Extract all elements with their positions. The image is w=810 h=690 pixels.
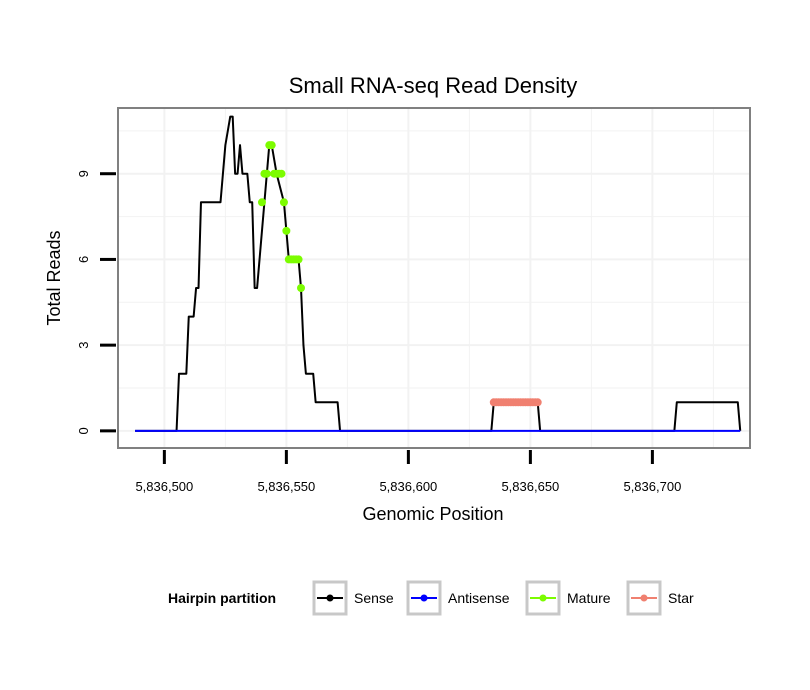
data-point-mature [277, 169, 286, 178]
y-axis-title: Total Reads [44, 230, 64, 325]
legend-key-dot-star [640, 594, 648, 602]
chart-title: Small RNA-seq Read Density [289, 73, 578, 98]
x-tick-label: 5,836,650 [501, 479, 559, 494]
data-point-mature [257, 198, 266, 207]
legend-label-mature: Mature [567, 590, 611, 606]
x-axis-title: Genomic Position [362, 504, 503, 524]
legend-entry-antisense: Antisense [406, 580, 510, 616]
series-layer [135, 115, 742, 432]
legend: Hairpin partition Sense Antisense Mature… [168, 580, 694, 616]
data-point-mature [282, 226, 291, 235]
data-point-mature [297, 284, 306, 292]
data-point-star [533, 398, 542, 407]
x-tick-label: 5,836,550 [257, 479, 315, 494]
y-tick-label: 0 [76, 427, 91, 434]
legend-key-dot-mature [539, 594, 547, 602]
legend-entry-star: Star [626, 580, 694, 616]
legend-key-dot-antisense [420, 594, 428, 602]
y-axis: 0 3 6 9 [76, 170, 116, 434]
legend-entry-sense: Sense [312, 580, 394, 616]
legend-entry-mature: Mature [525, 580, 611, 616]
legend-key-dot-sense [326, 594, 334, 602]
data-point-mature [279, 198, 288, 207]
plot-panel [118, 108, 750, 448]
data-point-mature [262, 169, 271, 178]
series-mature [257, 141, 306, 292]
y-tick-label: 9 [76, 170, 91, 177]
plot-border [117, 107, 751, 449]
x-tick-label: 5,836,600 [379, 479, 437, 494]
x-tick-label: 5,836,500 [135, 479, 193, 494]
series-star [489, 398, 542, 407]
x-tick-label: 5,836,700 [623, 479, 681, 494]
legend-label-sense: Sense [354, 590, 394, 606]
legend-title: Hairpin partition [168, 590, 276, 606]
y-tick-label: 6 [76, 256, 91, 263]
y-tick-label: 3 [76, 342, 91, 349]
legend-label-antisense: Antisense [448, 590, 510, 606]
data-point-mature [294, 255, 303, 264]
legend-label-star: Star [668, 590, 694, 606]
data-point-mature [267, 141, 276, 150]
x-axis: 5,836,500 5,836,550 5,836,600 5,836,650 5,83… [135, 450, 681, 494]
